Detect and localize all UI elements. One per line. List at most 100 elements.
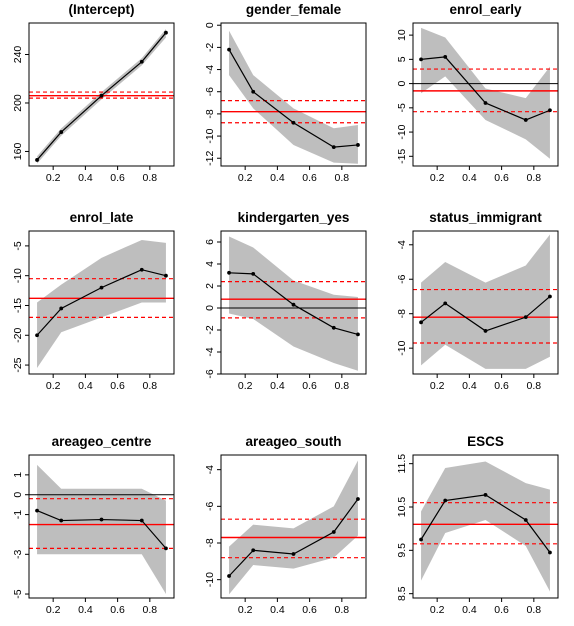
confidence-band bbox=[229, 30, 358, 164]
quantile-point bbox=[59, 130, 64, 134]
y-tick-label: -6 bbox=[204, 369, 216, 378]
quantile-point bbox=[483, 101, 488, 105]
panel-title: gender_female bbox=[246, 2, 342, 17]
x-tick-label: 0.8 bbox=[335, 604, 350, 616]
panel-title: (Intercept) bbox=[68, 2, 134, 17]
y-tick-label: 11.5 bbox=[396, 454, 408, 474]
quantile-point bbox=[164, 30, 168, 35]
quantile-point bbox=[227, 47, 231, 52]
x-tick-label: 0.6 bbox=[494, 380, 509, 392]
x-tick-label: 0.8 bbox=[335, 380, 350, 392]
y-tick-label: 160 bbox=[12, 143, 24, 161]
plot-area bbox=[413, 27, 558, 159]
y-tick-label: 1 bbox=[12, 472, 24, 478]
x-tick-label: 0.8 bbox=[143, 604, 158, 616]
quantile-point bbox=[35, 158, 39, 162]
y-tick-label: -6 bbox=[204, 502, 216, 511]
quantile-point bbox=[251, 548, 256, 553]
quantile-point bbox=[251, 272, 256, 276]
x-tick-label: 0.6 bbox=[494, 604, 509, 616]
quantile-point bbox=[227, 270, 231, 275]
quantile-point bbox=[139, 267, 144, 272]
panel-6: areageo_centre 0.2 0.4 0.6 0.8 -5 -3 -1 0 1 bbox=[12, 434, 175, 616]
plot-frame bbox=[412, 230, 559, 375]
y-tick-label: 2 bbox=[204, 283, 216, 289]
quantile-point bbox=[356, 143, 360, 147]
y-tick-label: -25 bbox=[12, 357, 24, 372]
panel-title: ESCS bbox=[467, 434, 504, 449]
plot-area bbox=[29, 464, 174, 595]
quantile-point bbox=[251, 89, 256, 94]
y-tick-label: -8 bbox=[204, 109, 216, 118]
plot-frame bbox=[220, 22, 367, 167]
x-tick-label: 0.4 bbox=[270, 380, 285, 392]
panel-title: areageo_south bbox=[245, 434, 341, 449]
y-tick-label: 5 bbox=[396, 56, 408, 62]
y-tick-label: 4 bbox=[204, 261, 216, 267]
panel-title: enrol_early bbox=[449, 2, 522, 17]
quantile-point bbox=[443, 498, 448, 503]
plot-area bbox=[221, 30, 366, 164]
y-tick-label: 0 bbox=[204, 305, 216, 311]
confidence-band bbox=[421, 27, 550, 159]
y-tick-label: 10 bbox=[396, 29, 408, 41]
quantile-point bbox=[548, 550, 552, 555]
plot-area bbox=[221, 460, 366, 595]
quantile-point bbox=[419, 57, 423, 62]
quantile-point bbox=[291, 120, 296, 125]
x-tick-label: 0.4 bbox=[462, 604, 477, 616]
plot-frame bbox=[220, 454, 367, 599]
plot-area bbox=[413, 461, 558, 592]
plot-frame bbox=[28, 22, 175, 167]
panel-8: ESCS 0.2 0.4 0.6 0.8 8.5 9.5 10.5 11.5 bbox=[396, 434, 559, 616]
quantile-point bbox=[548, 294, 552, 299]
quantile-point bbox=[356, 497, 360, 501]
x-tick-label: 0.4 bbox=[78, 172, 93, 184]
x-tick-label: 0.8 bbox=[527, 380, 542, 392]
x-tick-label: 0.4 bbox=[462, 172, 477, 184]
confidence-band bbox=[421, 461, 550, 592]
y-tick-label: -5 bbox=[396, 103, 408, 112]
plot-frame bbox=[28, 230, 175, 375]
y-tick-label: 6 bbox=[204, 239, 216, 245]
quantile-point bbox=[523, 118, 528, 122]
plot-area bbox=[221, 236, 366, 371]
y-tick-label: -10 bbox=[396, 124, 408, 139]
x-tick-label: 0.2 bbox=[430, 172, 445, 184]
y-tick-label: -4 bbox=[204, 465, 216, 474]
y-tick-label: -3 bbox=[12, 549, 24, 558]
quantile-point bbox=[164, 546, 168, 551]
y-tick-label: -15 bbox=[12, 298, 24, 313]
y-tick-label: -4 bbox=[204, 65, 216, 74]
quantile-point bbox=[59, 518, 64, 523]
y-tick-label: -2 bbox=[204, 43, 216, 52]
plot-area bbox=[29, 239, 174, 369]
quantile-point bbox=[523, 315, 528, 320]
panel-title: enrol_late bbox=[70, 210, 134, 225]
y-tick-label: 240 bbox=[12, 46, 24, 64]
x-tick-label: 0.2 bbox=[430, 380, 445, 392]
y-tick-label: -6 bbox=[396, 274, 408, 283]
x-tick-label: 0.4 bbox=[78, 604, 93, 616]
y-tick-label: 0 bbox=[396, 81, 408, 87]
quantile-point bbox=[443, 55, 448, 59]
x-tick-label: 0.4 bbox=[462, 380, 477, 392]
x-tick-label: 0.2 bbox=[46, 380, 61, 392]
y-tick-label: -4 bbox=[396, 240, 408, 249]
x-tick-label: 0.4 bbox=[270, 604, 285, 616]
y-tick-label: -8 bbox=[204, 538, 216, 547]
panel-5: status_immigrant 0.2 0.4 0.6 0.8 -10 -8 -6 -4 bbox=[396, 210, 559, 392]
quantile-point bbox=[99, 93, 104, 98]
x-tick-label: 0.8 bbox=[527, 172, 542, 184]
y-tick-label: -10 bbox=[396, 340, 408, 355]
quantile-point bbox=[227, 574, 231, 578]
y-tick-label: -10 bbox=[204, 572, 216, 587]
x-tick-label: 0.4 bbox=[270, 172, 285, 184]
confidence-band bbox=[421, 234, 550, 369]
x-tick-label: 0.6 bbox=[494, 172, 509, 184]
plot-frame bbox=[28, 454, 175, 599]
x-tick-label: 0.6 bbox=[110, 172, 125, 184]
y-tick-label: 200 bbox=[12, 94, 24, 112]
quantile-point bbox=[419, 537, 423, 542]
